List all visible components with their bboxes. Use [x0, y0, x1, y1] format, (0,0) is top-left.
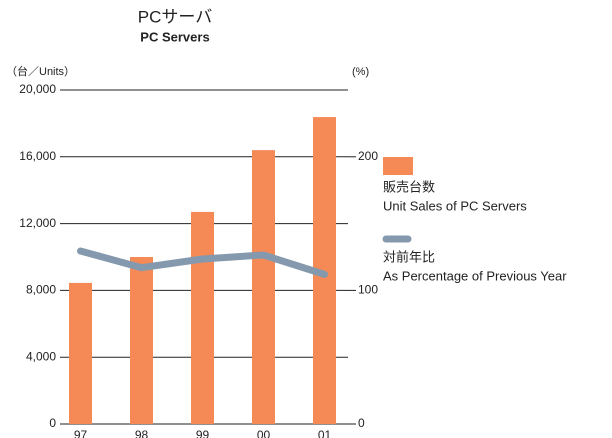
- bar: [69, 282, 92, 424]
- line: [77, 247, 328, 278]
- legend-label: As Percentage of Previous Year: [383, 268, 567, 283]
- y2-axis-label: (%): [352, 66, 369, 78]
- bar: [313, 117, 336, 424]
- bar: [252, 150, 275, 424]
- y2-tick-label: 200: [358, 149, 378, 163]
- chart-title: PCサーバ: [138, 7, 212, 26]
- y-axis-label: （台／Units）: [6, 64, 75, 78]
- legend-label: Unit Sales of PC Servers: [383, 198, 527, 213]
- bar: [191, 211, 214, 424]
- legend-swatch: [383, 157, 413, 175]
- x-tick-label: 97: [74, 428, 88, 438]
- y2-tick-label: 100: [358, 283, 378, 297]
- legend-label: 対前年比: [383, 249, 435, 264]
- x-tick-label: 99: [196, 428, 210, 438]
- chart-subtitle: PC Servers: [140, 29, 209, 44]
- y-tick-label: 0: [49, 416, 56, 430]
- y-tick-label: 8,000: [26, 283, 56, 297]
- x-tick-label: 00: [257, 428, 271, 438]
- y-tick-label: 20,000: [19, 82, 56, 96]
- y-tick-label: 12,000: [19, 216, 56, 230]
- y-tick-label: 4,000: [26, 349, 56, 363]
- y-tick-label: 16,000: [19, 149, 56, 163]
- y2-tick-label: 0: [358, 416, 365, 430]
- bar: [130, 257, 153, 424]
- x-tick-label: 01: [318, 428, 332, 438]
- x-tick-label: 98: [135, 428, 149, 438]
- legend-label: 販売台数: [383, 179, 435, 194]
